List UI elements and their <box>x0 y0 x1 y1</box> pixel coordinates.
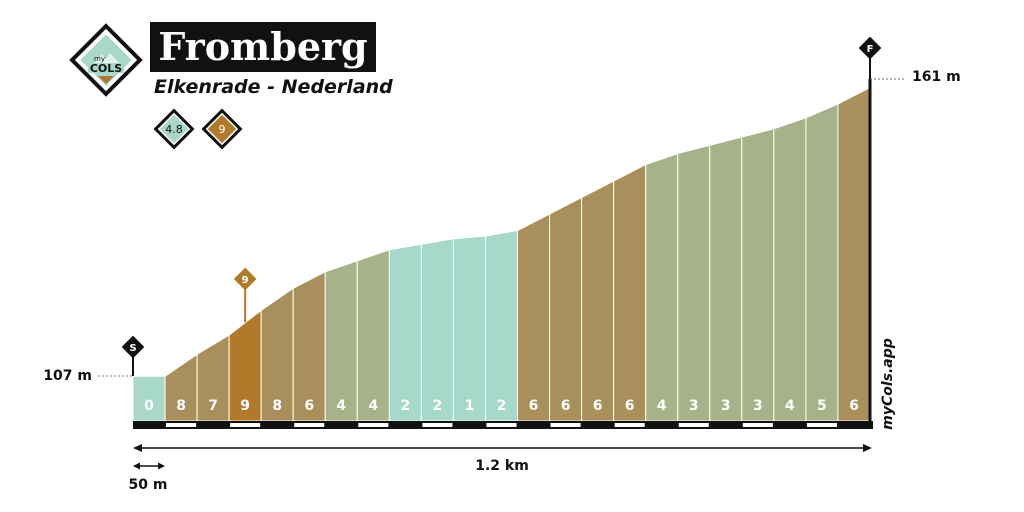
gradient-label: 6 <box>593 398 603 414</box>
profile-segment <box>805 102 839 422</box>
profile-segment <box>613 163 647 422</box>
average-gradient-value: 4.8 <box>165 123 183 136</box>
svg-text:F: F <box>867 44 874 55</box>
location-subtitle: Elkenrade - Nederland <box>154 76 393 98</box>
profile-segment <box>420 237 454 422</box>
ruler-tick <box>550 423 581 427</box>
profile-segment <box>484 229 519 422</box>
gradient-label: 6 <box>529 398 539 414</box>
max-gradient-badge: 9 <box>201 108 243 150</box>
ruler-tick <box>358 423 389 427</box>
gradient-label: 2 <box>400 398 410 414</box>
ruler-tick <box>678 423 709 427</box>
gradient-label: 4 <box>785 398 795 414</box>
profile-segment <box>452 235 486 422</box>
ruler-tick <box>294 423 325 427</box>
gradient-label: 4 <box>368 398 378 414</box>
ruler-tick <box>742 423 773 427</box>
gradient-label: 4 <box>657 398 667 414</box>
ruler-tick <box>486 423 517 427</box>
watermark-text: myCols.app <box>880 338 896 430</box>
mycols-logo: my COLS <box>69 23 143 97</box>
gradient-label: 2 <box>497 398 507 414</box>
gradient-label: 9 <box>240 398 250 414</box>
profile-segments <box>132 79 872 422</box>
ruler-tick <box>230 423 261 427</box>
arrow-left-icon <box>133 462 140 470</box>
total-distance-label: 1.2 km <box>475 458 529 474</box>
gradient-label: 8 <box>176 398 186 414</box>
profile-segment <box>645 152 679 422</box>
gradient-label: 6 <box>849 398 859 414</box>
max-gradient-marker: 9 <box>233 267 257 291</box>
start-marker: S <box>121 335 145 359</box>
gradient-label: 3 <box>689 398 699 414</box>
end-elevation-label: 161 m <box>912 69 961 85</box>
gradient-label: 5 <box>817 398 827 414</box>
finish-marker: F <box>858 36 882 60</box>
scale-distance-label: 50 m <box>129 477 168 493</box>
ruler-tick <box>806 423 837 427</box>
profile-outline <box>133 86 871 377</box>
profile-segment <box>517 212 551 422</box>
gradient-label: 6 <box>561 398 571 414</box>
gradient-label: 4 <box>336 398 346 414</box>
profile-segment <box>549 196 583 422</box>
title-banner: Fromberg <box>150 22 376 72</box>
profile-segment <box>837 86 871 422</box>
max-gradient-value: 9 <box>219 123 226 136</box>
page-title: Fromberg <box>158 24 368 69</box>
gradient-label: 6 <box>625 398 635 414</box>
logo-small-text: my <box>94 55 105 63</box>
logo-big-text: COLS <box>90 62 122 75</box>
profile-segment <box>741 127 775 422</box>
gradient-label: 3 <box>721 398 731 414</box>
gradient-label: 1 <box>465 398 475 414</box>
ruler-tick <box>166 423 197 427</box>
profile-segment <box>773 116 807 422</box>
ruler-tick <box>422 423 453 427</box>
difficulty-badges: 4.8 9 <box>153 108 243 150</box>
gradient-labels: 0 8 7 9 8 6 4 4 2 2 1 2 6 6 6 6 4 3 3 3 4 5 6 <box>144 398 859 414</box>
profile-segment <box>677 144 711 422</box>
gradient-label: 3 <box>753 398 763 414</box>
gradient-label: 7 <box>208 398 218 414</box>
average-gradient-badge: 4.8 <box>153 108 195 150</box>
profile-segment <box>388 243 422 422</box>
gradient-label: 8 <box>272 398 282 414</box>
gradient-label: 6 <box>304 398 314 414</box>
svg-text:S: S <box>129 343 136 354</box>
profile-segment <box>709 136 743 422</box>
profile-segment <box>324 259 358 422</box>
gradient-label: 0 <box>144 398 154 414</box>
distance-ruler <box>133 421 873 470</box>
start-elevation-label: 107 m <box>43 368 92 384</box>
ruler-tick <box>614 423 645 427</box>
svg-text:9: 9 <box>242 275 249 286</box>
arrow-right-icon <box>863 444 872 452</box>
gradient-label: 2 <box>433 398 443 414</box>
mountain-icon <box>94 53 120 64</box>
profile-segment <box>581 179 615 422</box>
arrow-right-icon <box>158 462 166 470</box>
arrow-left-icon <box>133 444 142 452</box>
profile-segment <box>356 248 390 422</box>
